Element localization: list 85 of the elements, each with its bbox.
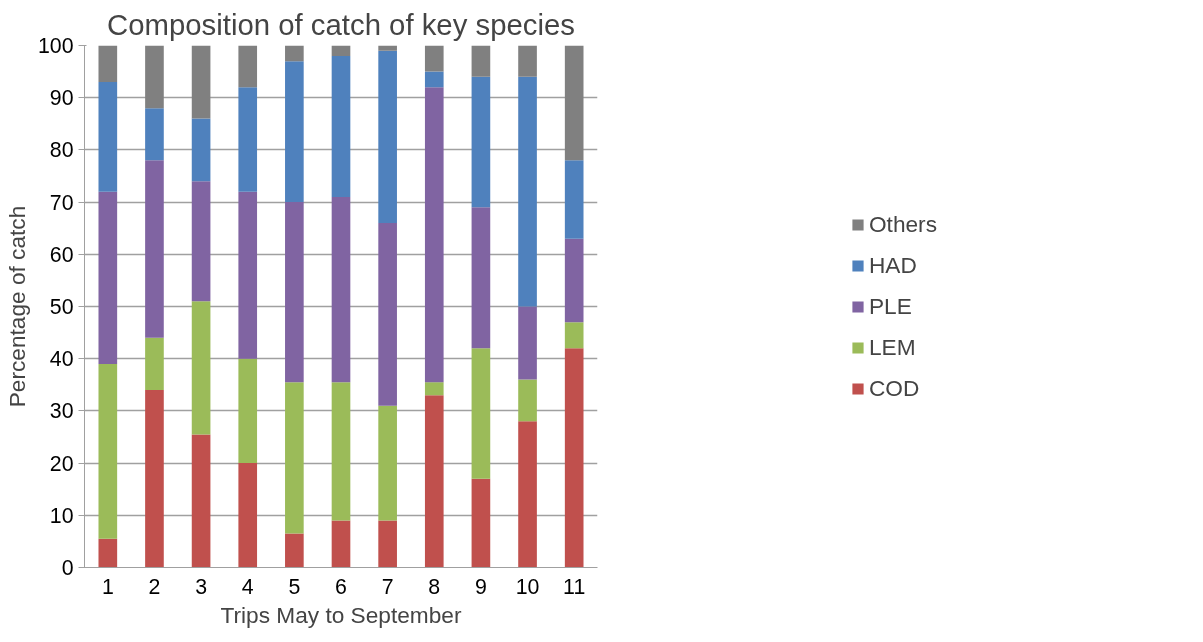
y-tick-label: 90 [49, 86, 74, 111]
x-tick-label: 5 [288, 574, 301, 599]
bar [518, 76, 537, 307]
bar [471, 76, 491, 208]
x-tick-label: 10 [515, 574, 540, 599]
bar [518, 379, 537, 422]
bar [378, 50, 397, 223]
bar [331, 520, 351, 568]
bar [191, 45, 211, 119]
bar [378, 45, 397, 51]
bar [98, 45, 118, 83]
x-tick-label: 6 [335, 574, 347, 599]
bar [98, 82, 118, 192]
bar [285, 382, 304, 534]
chart-title: Composition of catch of key species [107, 7, 575, 41]
bar [191, 118, 211, 182]
bar [331, 196, 351, 383]
y-tick-label: 0 [61, 556, 74, 580]
y-tick-label: 30 [49, 399, 74, 424]
bar [378, 520, 397, 568]
bar [424, 395, 444, 568]
x-tick-label: 4 [241, 574, 254, 599]
bar [238, 358, 258, 464]
y-tick-label: 100 [37, 34, 74, 58]
y-axis-title: Percentage of catch [3, 205, 30, 408]
legend-label: PLE [869, 292, 912, 320]
x-tick-label: 2 [148, 574, 161, 599]
bar [564, 348, 584, 568]
bar [145, 390, 164, 568]
bar [331, 55, 351, 197]
bar [331, 45, 351, 56]
legend-label: LEM [869, 333, 916, 361]
bar [285, 45, 304, 62]
bar [564, 45, 584, 161]
x-tick-label: 3 [195, 574, 208, 599]
bar [191, 434, 211, 568]
y-tick-label: 50 [49, 295, 74, 319]
bar [238, 463, 258, 568]
bar [145, 160, 164, 338]
bar [424, 382, 444, 396]
bar [424, 45, 444, 72]
bar [145, 337, 164, 391]
legend-label: COD [869, 374, 920, 402]
y-tick-label: 40 [49, 347, 74, 372]
bar [98, 191, 118, 364]
legend-label: Others [869, 210, 937, 238]
bar [518, 45, 537, 77]
bar [518, 421, 537, 568]
bar [238, 87, 258, 192]
bar [424, 71, 444, 88]
bar [238, 45, 258, 88]
y-tick-label: 60 [49, 242, 74, 267]
y-tick-label: 20 [49, 451, 74, 476]
legend-label: HAD [869, 251, 917, 279]
bar [145, 45, 164, 109]
x-tick-label: 11 [563, 574, 586, 599]
bar [564, 160, 584, 239]
bar [98, 538, 118, 568]
bar [518, 306, 537, 380]
bar [424, 87, 444, 383]
bar [471, 207, 491, 349]
y-tick-label: 80 [49, 138, 74, 163]
bar [564, 238, 584, 323]
x-tick-label: 8 [428, 574, 441, 599]
bar [471, 45, 491, 77]
bar [471, 348, 491, 479]
bar [564, 322, 584, 349]
x-tick-label: 9 [474, 574, 487, 599]
bar [238, 191, 258, 359]
x-tick-label: 7 [381, 574, 394, 599]
bar [471, 478, 491, 568]
y-tick-label: 70 [49, 190, 74, 215]
x-tick-label: 1 [101, 574, 114, 599]
y-tick-label: 10 [49, 503, 74, 528]
bar [378, 405, 397, 521]
bar [378, 222, 397, 406]
bar [98, 363, 118, 539]
bar [285, 61, 304, 203]
x-axis-title: Trips May to September [220, 601, 462, 628]
bar [331, 382, 351, 521]
bar [191, 181, 211, 302]
bar [285, 202, 304, 383]
bar [191, 301, 211, 435]
bar [145, 108, 164, 161]
bar [285, 533, 304, 568]
